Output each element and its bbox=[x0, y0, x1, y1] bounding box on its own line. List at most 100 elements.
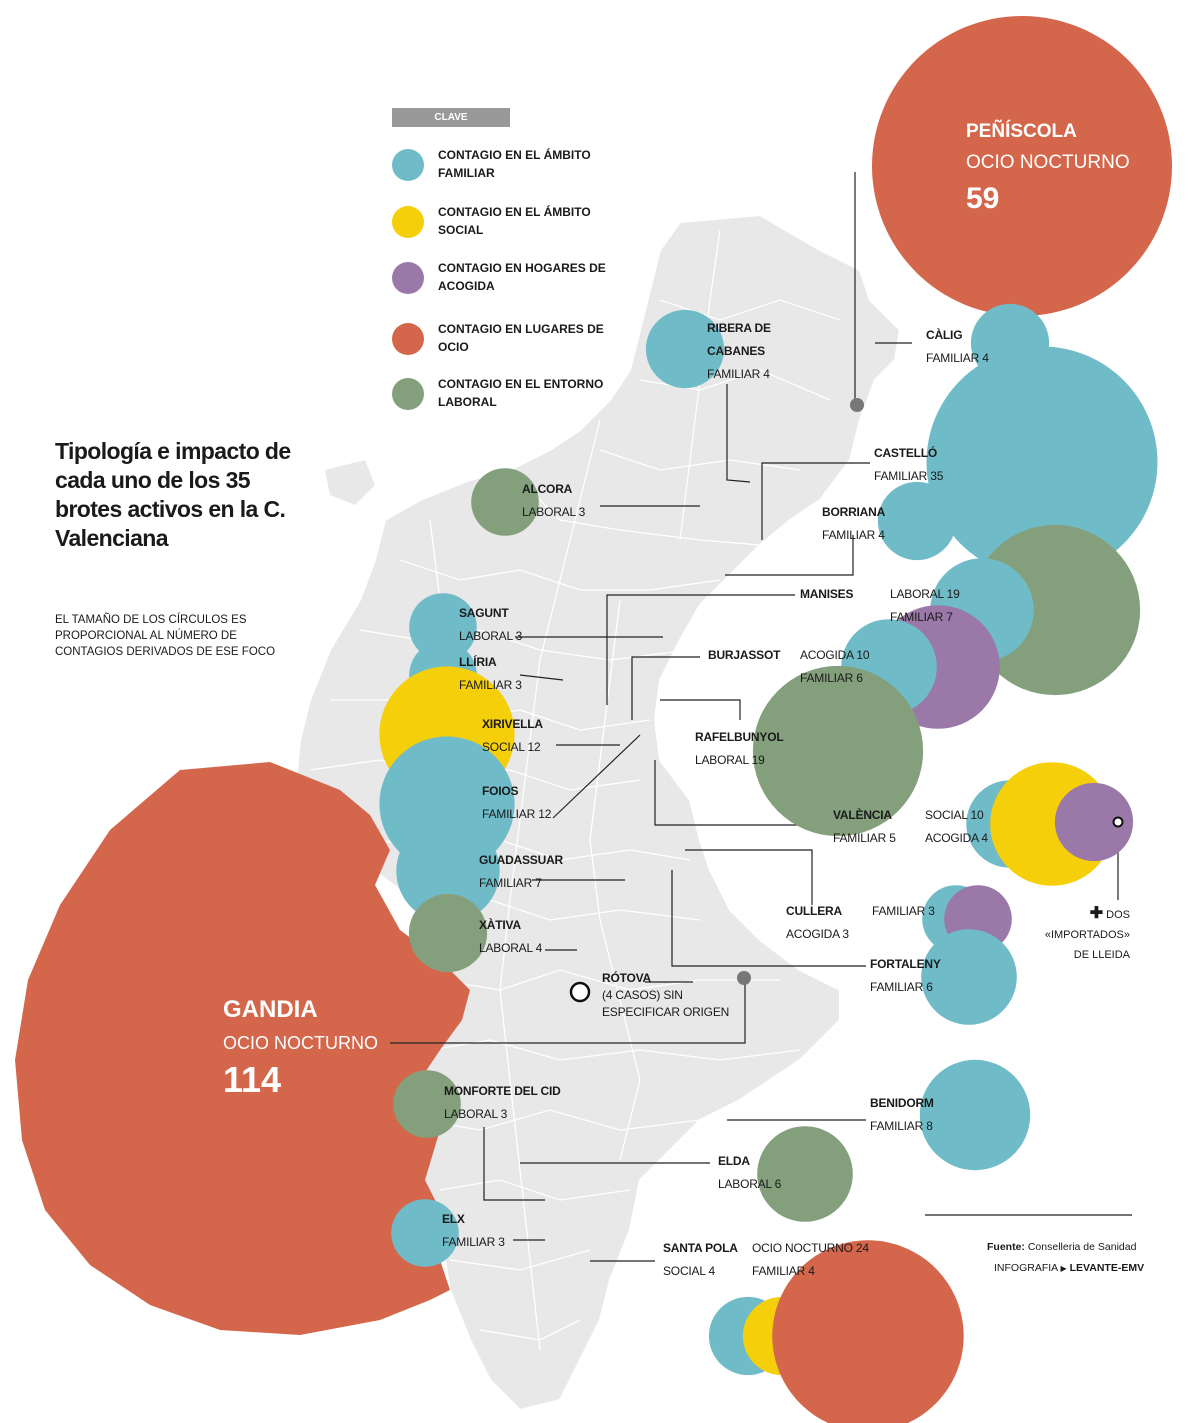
legend-label: CONTAGIO EN EL ENTORNO LABORAL bbox=[438, 377, 604, 409]
town-name: VALÈNCIA bbox=[833, 808, 892, 822]
town-value: ACOGIDA 3 bbox=[786, 927, 849, 941]
town-label-valencia: VALÈNCIA FAMILIAR 5 bbox=[833, 804, 896, 850]
town-value: FAMILIAR 6 bbox=[800, 671, 863, 685]
town-name: XIRIVELLA bbox=[482, 717, 543, 731]
legend-label: CONTAGIO EN HOGARES DE ACOGIDA bbox=[438, 261, 606, 293]
town-name: LLÍRIA bbox=[459, 655, 497, 669]
town-label-monforte-del-cid: MONFORTE DEL CID LABORAL 3 bbox=[444, 1080, 561, 1126]
credit-brand: LEVANTE-EMV bbox=[1069, 1262, 1145, 1274]
town-value: FAMILIAR 7 bbox=[479, 876, 542, 890]
bubble-ribera-de-cabanes-familiar bbox=[645, 309, 725, 389]
santa-pola-values: OCIO NOCTURNO 24 FAMILIAR 4 bbox=[752, 1237, 869, 1283]
imported-marker bbox=[1112, 816, 1124, 828]
imported-line: DE LLEIDA bbox=[1073, 949, 1130, 961]
size-note: EL TAMAÑO DE LOS CÍRCULOS ES PROPORCIONA… bbox=[55, 614, 276, 658]
town-value: SOCIAL 10 bbox=[925, 808, 984, 822]
burjassot-values: ACOGIDA 10 FAMILIAR 6 bbox=[800, 644, 870, 690]
town-value: LABORAL 4 bbox=[479, 941, 543, 955]
town-value: FAMILIAR 35 bbox=[874, 469, 944, 483]
town-name: RIBERA DE CABANES bbox=[707, 321, 771, 358]
peniscola-type: OCIO NOCTURNO bbox=[966, 152, 1130, 173]
town-value: FAMILIAR 6 bbox=[870, 980, 933, 994]
town-name: BENIDORM bbox=[870, 1096, 934, 1110]
legend-item-social: CONTAGIO EN EL ÁMBITO SOCIAL bbox=[392, 203, 612, 243]
familiar-swatch bbox=[392, 149, 424, 181]
legend-label: CONTAGIO EN LUGARES DE OCIO bbox=[438, 322, 604, 354]
town-value: LABORAL 3 bbox=[444, 1107, 508, 1121]
town-label-elx: ELX FAMILIAR 3 bbox=[442, 1208, 505, 1254]
town-name: SANTA POLA bbox=[663, 1241, 738, 1255]
town-name: FOIOS bbox=[482, 784, 519, 798]
town-label-castello: CASTELLÓ FAMILIAR 35 bbox=[874, 442, 943, 488]
town-value: OCIO NOCTURNO 24 bbox=[752, 1241, 869, 1255]
town-label-borriana: BORRIANA FAMILIAR 4 bbox=[822, 501, 885, 547]
town-label-guadassuar: GUADASSUAR FAMILIAR 7 bbox=[479, 849, 563, 895]
bubble-elda-laboral bbox=[757, 1126, 853, 1222]
town-value: FAMILIAR 3 bbox=[872, 904, 935, 918]
town-name: RAFELBUNYOL bbox=[695, 730, 784, 744]
town-value: FAMILIAR 4 bbox=[822, 528, 885, 542]
town-label-foios: FOIOS FAMILIAR 12 bbox=[482, 780, 551, 826]
town-name: XÀTIVA bbox=[479, 918, 521, 932]
town-value: (4 CASOS) SIN bbox=[602, 988, 683, 1002]
bubble-fortaleny-familiar bbox=[921, 929, 1017, 1025]
cullera-values: FAMILIAR 3 bbox=[872, 900, 935, 923]
town-value: LABORAL 19 bbox=[890, 587, 960, 601]
town-name: MONFORTE DEL CID bbox=[444, 1084, 561, 1098]
town-label-xativa: XÀTIVA LABORAL 4 bbox=[479, 914, 542, 960]
bubble-val-ncia-acogida bbox=[1054, 782, 1134, 862]
acogida-swatch bbox=[392, 262, 424, 294]
source-line: Fuente: Conselleria de Sanidad bbox=[987, 1236, 1136, 1258]
town-value: LABORAL 19 bbox=[695, 753, 765, 767]
town-name: MANISES bbox=[800, 587, 854, 601]
town-label-burjassot: BURJASSOT bbox=[708, 644, 780, 667]
town-name: BORRIANA bbox=[822, 505, 886, 519]
town-value: LABORAL 6 bbox=[718, 1177, 782, 1191]
town-name: CASTELLÓ bbox=[874, 446, 938, 460]
town-value: FAMILIAR 7 bbox=[890, 610, 953, 624]
bubble-guadassuar-familiar bbox=[396, 819, 500, 923]
town-label-rafelbunyol: RAFELBUNYOL LABORAL 19 bbox=[695, 726, 784, 772]
town-value: ACOGIDA 4 bbox=[925, 831, 988, 845]
plus-icon: ✚ bbox=[1089, 905, 1104, 922]
legend-item-ocio: CONTAGIO EN LUGARES DE OCIO bbox=[392, 320, 612, 360]
town-value: FAMILIAR 8 bbox=[870, 1119, 933, 1133]
bubble-elx-familiar bbox=[391, 1199, 459, 1267]
legend-header: CLAVE bbox=[392, 108, 510, 127]
bubble-pe-scola-ocio bbox=[872, 16, 1172, 316]
legend-item-laboral: CONTAGIO EN EL ENTORNO LABORAL bbox=[392, 375, 612, 415]
bubble-x-tiva-laboral bbox=[408, 893, 488, 973]
town-label-elda: ELDA LABORAL 6 bbox=[718, 1150, 781, 1196]
valencia-values: SOCIAL 10 ACOGIDA 4 bbox=[925, 804, 988, 850]
ocio-swatch bbox=[392, 323, 424, 355]
town-value: FAMILIAR 4 bbox=[752, 1264, 815, 1278]
peniscola-value: 59 bbox=[966, 182, 1000, 215]
town-value: FAMILIAR 3 bbox=[459, 678, 522, 692]
town-value: SOCIAL 4 bbox=[663, 1264, 715, 1278]
source-label: Fuente: bbox=[987, 1241, 1025, 1253]
town-label-santa-pola: SANTA POLA SOCIAL 4 bbox=[663, 1237, 738, 1283]
town-label-lliria: LLÍRIA FAMILIAR 3 bbox=[459, 651, 522, 697]
imported-line: DOS bbox=[1106, 909, 1130, 921]
bubble-manises-laboral bbox=[969, 524, 1141, 696]
rotova-marker bbox=[569, 981, 591, 1003]
credit-line: INFOGRAFIA ▶ LEVANTE-EMV bbox=[994, 1257, 1144, 1280]
bubble-santa-pola-ocio bbox=[772, 1240, 964, 1423]
credit-label: INFOGRAFIA bbox=[994, 1262, 1058, 1274]
town-value: FAMILIAR 4 bbox=[707, 367, 770, 381]
imported-note: ✚ DOS «IMPORTADOS» DE LLEIDA bbox=[1034, 904, 1130, 965]
laboral-swatch bbox=[392, 378, 424, 410]
legend-label: CONTAGIO EN EL ÁMBITO SOCIAL bbox=[438, 205, 591, 237]
bubble-borriana-familiar bbox=[877, 481, 957, 561]
gandia-type: OCIO NOCTURNO bbox=[223, 1033, 378, 1053]
town-label-cullera: CULLERA ACOGIDA 3 bbox=[786, 900, 849, 946]
town-value: FAMILIAR 5 bbox=[833, 831, 896, 845]
town-label-alcora: ALCORA LABORAL 3 bbox=[522, 478, 585, 524]
town-label-sagunt: SAGUNT LABORAL 3 bbox=[459, 602, 522, 648]
town-name: RÓTOVA bbox=[602, 971, 652, 985]
social-swatch bbox=[392, 206, 424, 238]
town-value: FAMILIAR 3 bbox=[442, 1235, 505, 1249]
bubble-layer bbox=[379, 16, 1172, 1423]
town-label-xirivella: XIRIVELLA SOCIAL 12 bbox=[482, 713, 543, 759]
